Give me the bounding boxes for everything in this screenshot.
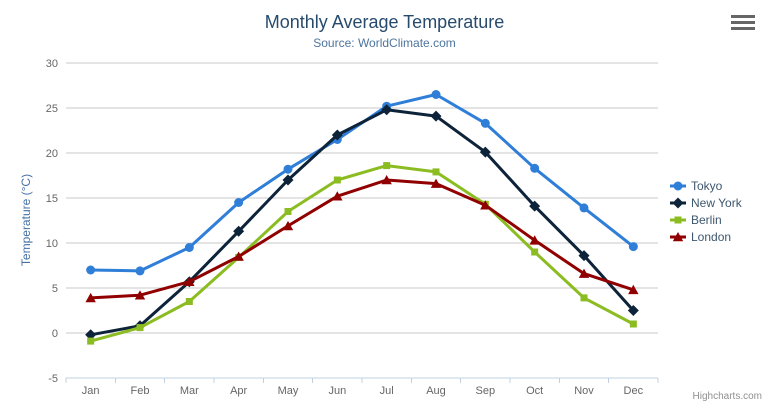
data-point-triangle[interactable] [85, 292, 96, 303]
data-point-square[interactable] [432, 168, 440, 176]
series-new-york [85, 104, 639, 341]
chart-title: Monthly Average Temperature [264, 12, 505, 32]
legend-label: New York [691, 195, 742, 210]
data-point-circle[interactable] [184, 243, 194, 252]
data-point-triangle[interactable] [233, 251, 244, 261]
data-point-diamond[interactable] [627, 305, 639, 316]
data-point-square[interactable] [580, 294, 588, 302]
data-point-triangle[interactable] [282, 220, 294, 231]
data-point-triangle[interactable] [184, 276, 195, 286]
data-point-diamond[interactable] [282, 174, 294, 186]
data-point-square[interactable] [136, 324, 144, 332]
data-point-triangle[interactable] [628, 284, 639, 295]
data-point-diamond[interactable] [331, 129, 343, 141]
y-axis-tick-label: 25 [46, 103, 58, 115]
x-axis-label: Jan [82, 385, 100, 397]
x-axis-label: Jul [380, 385, 394, 397]
series-line-berlin[interactable] [89, 164, 635, 343]
legend-marker-shape [674, 216, 682, 223]
data-point-circle[interactable] [579, 203, 589, 213]
legend-item-new-york[interactable]: New York [670, 194, 742, 211]
data-point-circle[interactable] [86, 265, 96, 275]
data-point-circle[interactable] [283, 164, 293, 174]
y-axis-tick-label: 10 [46, 238, 58, 250]
series-london [85, 175, 639, 303]
legend: Tokyo New York Berlin London [670, 177, 742, 245]
data-point-diamond[interactable] [233, 225, 245, 237]
x-axis-label: Feb [131, 385, 150, 397]
data-point-triangle[interactable] [578, 268, 590, 278]
x-axis-label: Mar [180, 385, 199, 397]
y-axis-tick-label: 0 [52, 328, 58, 340]
x-axis-label: Apr [230, 385, 247, 397]
series-line-london[interactable] [89, 178, 635, 300]
data-point-circle[interactable] [234, 198, 244, 207]
chart-subtitle: Source: WorldClimate.com [313, 36, 456, 50]
data-point-triangle[interactable] [480, 200, 491, 210]
data-point-circle[interactable] [480, 118, 490, 128]
y-axis-title: Temperature (°C) [19, 174, 33, 266]
data-point-square[interactable] [185, 298, 193, 305]
data-point-circle[interactable] [135, 266, 145, 276]
legend-label: London [691, 229, 732, 244]
y-axis-tick-label: 30 [46, 58, 58, 70]
data-point-triangle[interactable] [134, 290, 146, 300]
y-axis-tick-label: 20 [46, 148, 58, 160]
square-legend-marker-icon [670, 216, 686, 223]
legend-item-tokyo[interactable]: Tokyo [670, 177, 742, 194]
data-point-diamond[interactable] [430, 110, 442, 122]
legend-marker-shape [672, 231, 684, 241]
legend-item-london[interactable]: London [670, 228, 742, 245]
x-axis-label: Dec [624, 385, 644, 397]
x-axis-label: May [278, 385, 299, 397]
x-axis-label: Jun [328, 385, 346, 397]
legend-marker-shape [672, 197, 684, 208]
export-menu-button[interactable] [729, 13, 757, 32]
data-point-triangle[interactable] [381, 175, 392, 185]
data-point-square[interactable] [333, 176, 341, 184]
data-point-diamond[interactable] [479, 146, 491, 158]
data-point-diamond[interactable] [85, 329, 97, 341]
data-point-square[interactable] [531, 248, 539, 256]
hamburger-icon [731, 15, 755, 30]
diamond-legend-marker-icon [670, 197, 686, 208]
data-point-diamond[interactable] [529, 200, 541, 212]
series-line-new-york[interactable] [89, 108, 635, 337]
y-axis-tick-label: -5 [48, 373, 58, 385]
data-point-circle[interactable] [530, 163, 540, 173]
legend-label: Berlin [691, 212, 722, 227]
x-axis-label: Nov [574, 385, 594, 397]
x-axis-label: Sep [476, 385, 496, 397]
data-point-triangle[interactable] [430, 178, 442, 188]
triangle-legend-marker-icon [670, 231, 686, 241]
data-point-square[interactable] [284, 208, 292, 215]
x-axis-label: Aug [426, 385, 446, 397]
highcharts-credit[interactable]: Highcharts.com [692, 391, 762, 402]
circle-legend-marker-icon [670, 181, 686, 190]
data-point-triangle[interactable] [332, 191, 343, 201]
data-point-diamond[interactable] [578, 250, 590, 262]
series-tokyo [86, 90, 638, 276]
data-point-circle[interactable] [431, 90, 441, 99]
y-axis-tick-label: 15 [46, 193, 58, 205]
data-point-triangle[interactable] [529, 235, 540, 245]
x-axis-label: Oct [526, 385, 543, 397]
data-point-square[interactable] [87, 337, 95, 345]
data-point-circle[interactable] [628, 242, 638, 252]
data-point-diamond[interactable] [381, 104, 393, 116]
y-axis-tick-label: 5 [52, 283, 58, 295]
legend-item-berlin[interactable]: Berlin [670, 211, 742, 228]
legend-marker-shape [673, 181, 683, 190]
legend-label: Tokyo [691, 178, 723, 193]
data-point-square[interactable] [383, 162, 391, 170]
data-point-square[interactable] [629, 320, 637, 328]
